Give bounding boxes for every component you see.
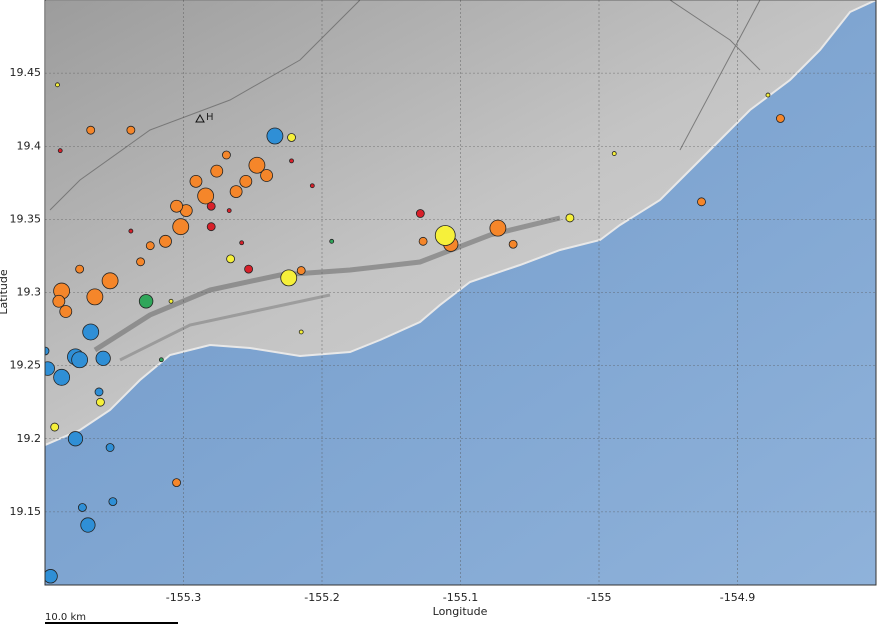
- earthquake: [94, 387, 104, 397]
- earthquake: [765, 92, 771, 98]
- earthquake: [280, 269, 298, 287]
- earthquake: [52, 294, 66, 308]
- earthquake: [172, 218, 190, 236]
- y-tick-label: 19.3: [17, 286, 42, 299]
- earthquake: [101, 272, 119, 290]
- earthquake: [86, 288, 104, 306]
- earthquake: [222, 150, 231, 160]
- earthquake: [138, 294, 154, 309]
- earthquake: [206, 222, 216, 232]
- earthquake: [309, 183, 315, 189]
- earthquake: [229, 185, 243, 198]
- earthquake: [136, 257, 145, 267]
- y-tick-label: 19.35: [10, 212, 42, 225]
- earthquake: [239, 240, 245, 246]
- earthquake: [298, 329, 304, 335]
- earthquake: [296, 266, 306, 275]
- y-tick-label: 19.25: [10, 359, 42, 372]
- earthquake: [418, 236, 428, 246]
- points: [45, 82, 785, 584]
- earthquake: [508, 239, 518, 249]
- earthquake: [434, 225, 456, 246]
- earthquake: [415, 209, 425, 218]
- x-tick-label: -155.3: [166, 591, 201, 604]
- earthquake: [697, 197, 706, 207]
- earthquake: [611, 151, 617, 156]
- earthquake: [287, 133, 296, 142]
- fault: [49, 0, 361, 211]
- y-tick-label: 19.15: [10, 505, 42, 518]
- earthquake: [108, 497, 118, 507]
- earthquake: [248, 156, 266, 174]
- y-tick-label: 19.4: [17, 139, 42, 152]
- earthquake: [226, 254, 235, 264]
- earthquake: [50, 422, 60, 432]
- earthquake: [75, 264, 85, 274]
- earthquake: [489, 219, 507, 237]
- x-tick-label: -155: [587, 591, 612, 604]
- plot-frame: [44, 0, 877, 586]
- x-axis-label: Longitude: [433, 605, 488, 618]
- earthquake: [67, 431, 84, 447]
- earthquake: [244, 264, 253, 274]
- earthquake: [53, 368, 71, 386]
- y-axis-label: Latitude: [0, 269, 10, 315]
- x-tick-label: -155.1: [443, 591, 478, 604]
- summit-marker: [195, 113, 205, 123]
- earthquake: [77, 503, 87, 512]
- earthquake: [95, 350, 111, 366]
- earthquake: [170, 199, 183, 213]
- earthquake: [172, 478, 181, 488]
- earthquake: [159, 234, 172, 248]
- road: [669, 0, 761, 151]
- earthquake: [776, 114, 785, 123]
- earthquake: [206, 201, 216, 211]
- y-tick-label: 19.45: [10, 66, 42, 79]
- rift-zone: [93, 215, 561, 353]
- earthquake: [96, 397, 105, 407]
- grid: [45, 0, 876, 585]
- x-tick-label: -155.2: [304, 591, 339, 604]
- earthquake: [71, 351, 89, 369]
- earthquake: [210, 164, 224, 178]
- annotation: H: [206, 112, 214, 123]
- earthquake: [239, 174, 253, 188]
- earthquake: [128, 228, 134, 234]
- earthquake: [168, 298, 174, 304]
- earthquake: [226, 208, 232, 214]
- earthquake: [59, 305, 73, 318]
- x-tick-label: -154.9: [720, 591, 755, 604]
- land: [45, 0, 876, 447]
- earthquake: [158, 357, 164, 363]
- scale-bar-label: 10.0 km: [45, 612, 86, 623]
- y-tick-label: 19.2: [17, 432, 42, 445]
- earthquake: [260, 169, 274, 182]
- earthquake: [86, 125, 96, 135]
- earthquake: [105, 443, 115, 452]
- earthquake: [45, 361, 55, 376]
- earthquake: [126, 125, 136, 135]
- earthquake: [82, 323, 100, 341]
- earthquake: [45, 346, 50, 356]
- earthquake: [289, 158, 294, 164]
- earthquake: [329, 238, 335, 244]
- earthquake: [145, 241, 155, 251]
- earthquake: [565, 213, 575, 223]
- fault: [119, 293, 331, 362]
- earthquake: [55, 82, 60, 88]
- earthquake: [197, 187, 215, 205]
- earthquake: [80, 517, 96, 533]
- earthquake: [45, 569, 58, 584]
- earthquake: [57, 148, 63, 154]
- earthquake: [266, 127, 284, 145]
- earthquake: [189, 174, 203, 188]
